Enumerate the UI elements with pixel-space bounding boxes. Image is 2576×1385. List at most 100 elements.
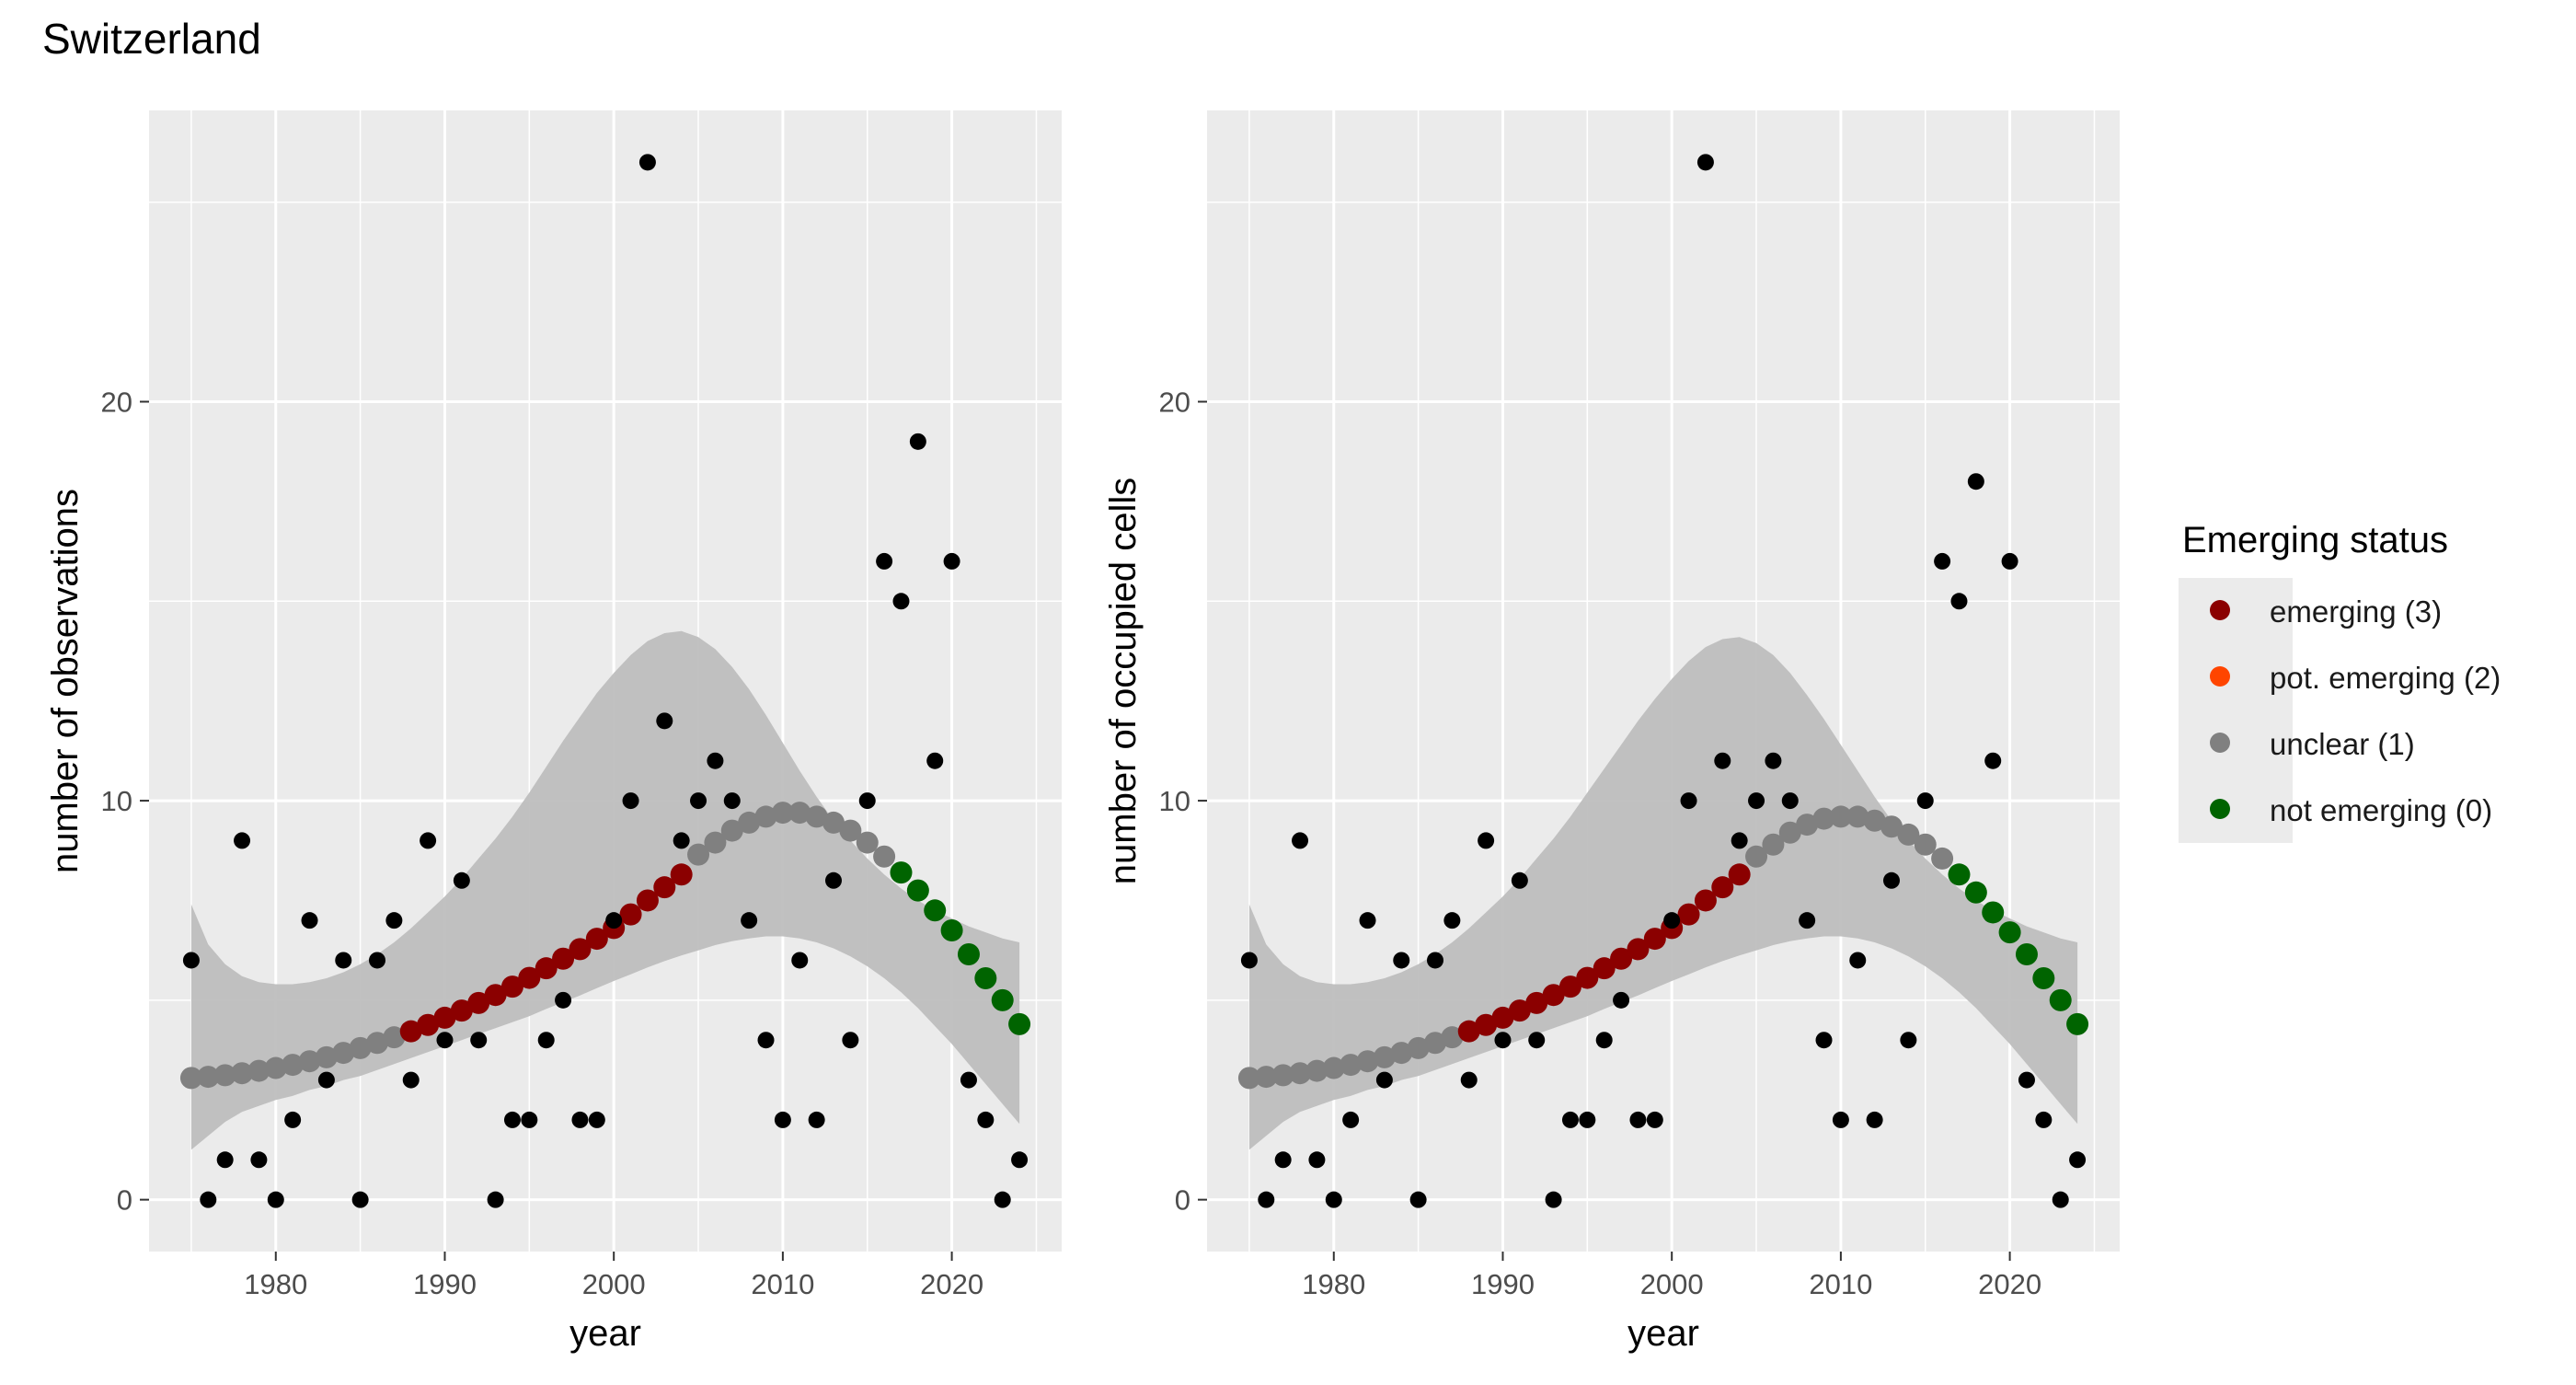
trend-point: [1745, 845, 1768, 868]
trend-point: [1407, 1036, 1430, 1059]
trend-point: [619, 903, 642, 926]
trend-point: [1593, 957, 1616, 980]
observed-point: [994, 1191, 1011, 1208]
x-tick-label: 1980: [1302, 1268, 1365, 1300]
trend-point: [484, 984, 507, 1007]
observed-point: [1916, 792, 1934, 810]
trend-point: [788, 802, 811, 825]
observed-point: [825, 871, 842, 889]
trend-point: [1677, 903, 1700, 926]
observed-point: [1765, 752, 1782, 769]
legend-swatch-not-emerging: [2210, 799, 2230, 819]
trend-point: [213, 1064, 236, 1087]
trend-point: [856, 831, 879, 854]
observed-point: [1629, 1111, 1647, 1128]
trend-point: [1356, 1050, 1379, 1073]
observed-point: [1579, 1111, 1596, 1128]
observed-point: [1274, 1151, 1292, 1169]
observed-point: [402, 1071, 420, 1089]
trend-point: [433, 1006, 456, 1029]
observed-point: [2035, 1111, 2053, 1128]
observed-point: [1984, 752, 2002, 769]
trend-point: [1778, 821, 1801, 844]
observed-point: [1646, 1111, 1663, 1128]
observed-point: [808, 1111, 825, 1128]
y-tick-label: 20: [1159, 387, 1190, 419]
observed-point: [234, 832, 251, 849]
observed-point: [1308, 1151, 1326, 1169]
trend-point: [1322, 1056, 1345, 1079]
legend-title: Emerging status: [2182, 520, 2448, 560]
observed-point: [1950, 593, 1968, 610]
trend-point: [771, 802, 794, 825]
observed-point: [453, 871, 470, 889]
legend-swatch-emerging: [2210, 600, 2230, 620]
trend-point: [1643, 928, 1666, 951]
x-tick-label: 2010: [751, 1268, 814, 1300]
observed-point: [284, 1111, 302, 1128]
observed-point: [1460, 1071, 1478, 1089]
legend-key-background: [2179, 578, 2293, 843]
trend-point: [1846, 805, 1869, 828]
trend-point: [1457, 1020, 1480, 1043]
trend-point: [417, 1013, 440, 1036]
trend-point: [1508, 999, 1531, 1022]
observed-point: [926, 752, 944, 769]
trend-point: [315, 1045, 338, 1068]
y-axis-title: number of occupied cells: [1103, 478, 1144, 884]
x-tick-label: 2000: [582, 1268, 646, 1300]
observed-point: [369, 952, 385, 969]
observed-point: [1934, 552, 1951, 570]
observed-point: [1561, 1111, 1579, 1128]
observed-point: [2052, 1191, 2069, 1208]
trend-point: [653, 876, 676, 899]
trend-point: [1964, 881, 1987, 904]
observed-point: [1359, 912, 1376, 929]
trend-point: [704, 831, 727, 854]
trend-point: [1491, 1006, 1514, 1029]
trend-point: [197, 1066, 220, 1089]
legend-label-pot-emerging: pot. emerging (2): [2270, 661, 2501, 695]
observed-point: [2069, 1151, 2087, 1169]
observed-point: [182, 952, 200, 969]
observed-point: [555, 991, 572, 1009]
trend-point: [754, 805, 777, 828]
trend-point: [738, 811, 761, 834]
observed-point: [301, 912, 318, 929]
trend-point: [450, 999, 473, 1022]
observed-point: [1292, 832, 1309, 849]
legend-label-unclear: unclear (1): [2270, 727, 2415, 761]
trend-point: [822, 811, 845, 834]
observed-point: [1375, 1071, 1393, 1089]
trend-point: [1762, 833, 1785, 856]
trend-point: [585, 928, 608, 951]
trend-point: [1542, 984, 1565, 1007]
observed-point: [317, 1071, 335, 1089]
x-tick-label: 1990: [1471, 1268, 1535, 1300]
observed-point: [1545, 1191, 1562, 1208]
trend-point: [2015, 942, 2038, 965]
panel-2: 1980 1990 2000 2010 2020 0 10 20 year number of o…: [1103, 110, 2120, 1354]
observed-point: [385, 912, 403, 929]
trend-point: [399, 1020, 422, 1043]
trend-point: [264, 1056, 287, 1079]
trend-point: [1271, 1064, 1294, 1087]
trend-point: [687, 843, 710, 866]
observed-point: [1883, 871, 1900, 889]
observed-point: [909, 433, 926, 450]
trend-point: [2032, 967, 2055, 990]
trend-point: [670, 863, 693, 886]
trend-point: [1289, 1062, 1312, 1085]
x-tick-label: 2020: [920, 1268, 983, 1300]
observed-point: [521, 1111, 538, 1128]
trend-point: [2049, 988, 2072, 1011]
observed-point: [673, 832, 690, 849]
trend-point: [1796, 814, 1819, 837]
x-tick-label: 2010: [1809, 1268, 1872, 1300]
trend-point: [1829, 805, 1852, 828]
trend-point: [1728, 863, 1751, 886]
x-axis-title: year: [1627, 1313, 1699, 1354]
observed-point: [1815, 1032, 1833, 1049]
